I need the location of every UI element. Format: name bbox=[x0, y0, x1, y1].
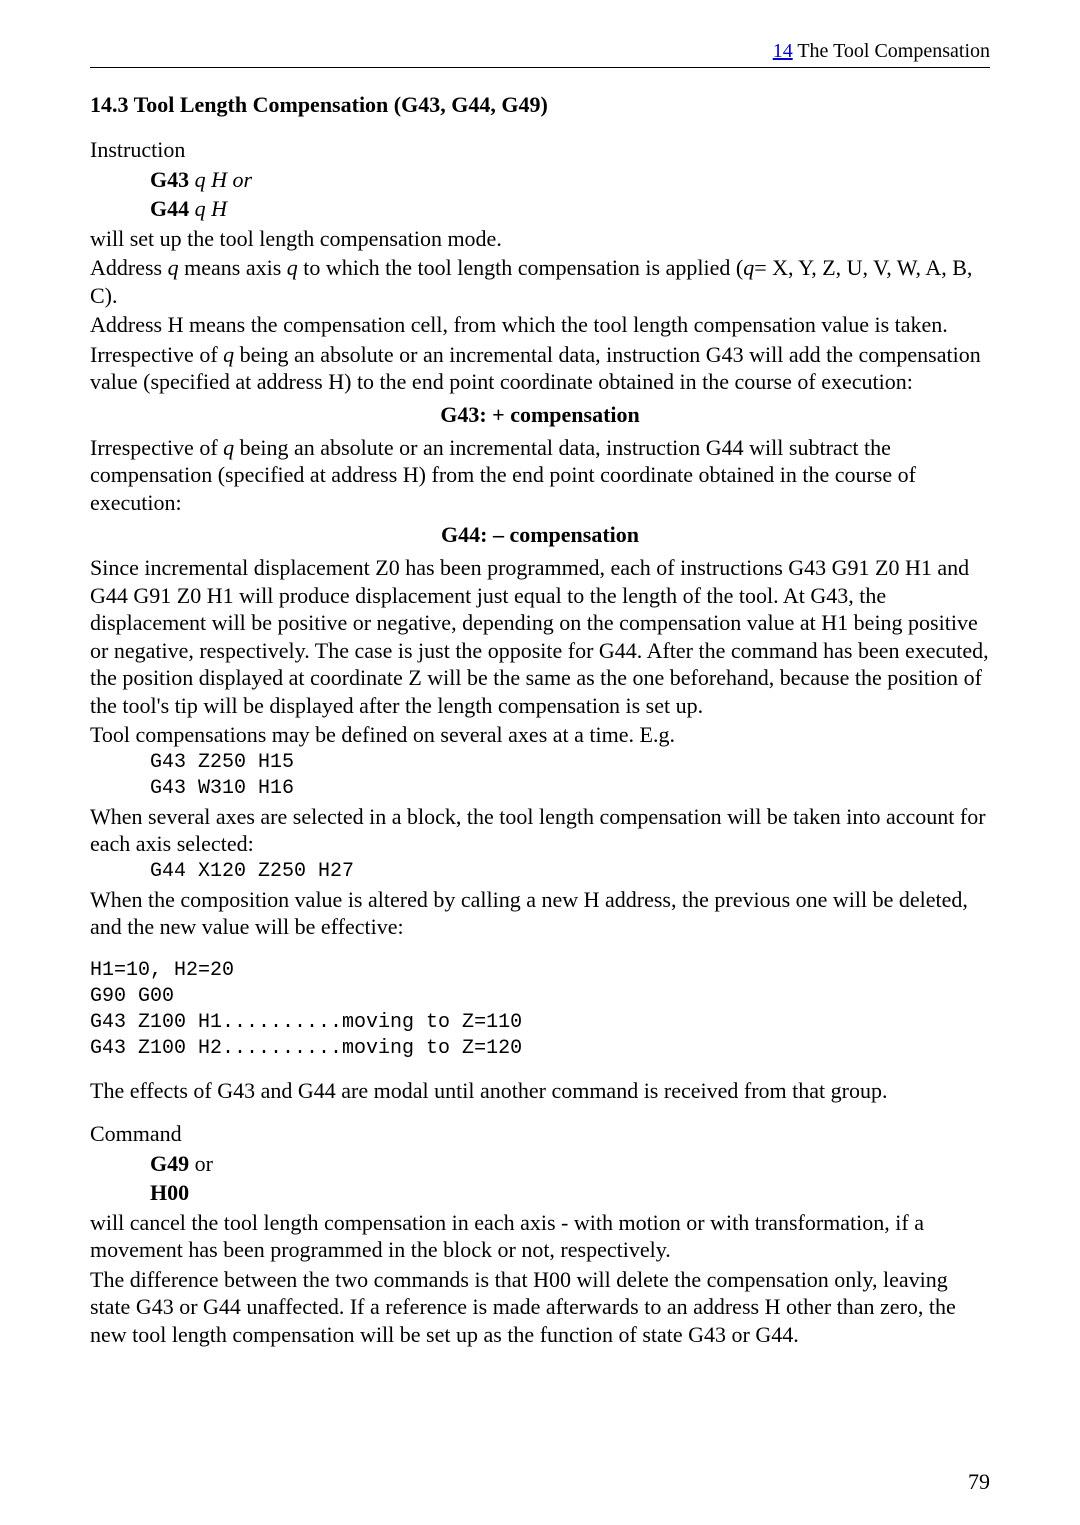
code-block-3-line-2: G90 G00 bbox=[90, 985, 990, 1009]
p11: will cancel the tool length compensation… bbox=[90, 1209, 990, 1264]
g43-syntax: G43 q H or bbox=[150, 166, 990, 194]
code-block-3-line-1: H1=10, H2=20 bbox=[90, 959, 990, 983]
p2: Address q means axis q to which the tool… bbox=[90, 254, 990, 309]
page-number: 79 bbox=[968, 1469, 990, 1495]
label-command: Command bbox=[90, 1120, 990, 1148]
code-block-3-line-3: G43 Z100 H1..........moving to Z=110 bbox=[90, 1011, 990, 1035]
code-block-1-line-1: G43 Z250 H15 bbox=[150, 751, 990, 775]
p8: When several axes are selected in a bloc… bbox=[90, 803, 990, 858]
p4a: Irrespective of bbox=[90, 342, 223, 367]
section-title: 14.3 Tool Length Compensation (G43, G44,… bbox=[90, 92, 990, 118]
p5a: Irrespective of bbox=[90, 435, 223, 460]
p9: When the composition value is altered by… bbox=[90, 886, 990, 941]
h00-cmd: H00 bbox=[150, 1179, 990, 1207]
p7: Tool compensations may be defined on sev… bbox=[90, 721, 990, 749]
p3: Address H means the compensation cell, f… bbox=[90, 311, 990, 339]
label-instruction: Instruction bbox=[90, 136, 990, 164]
code-block-2: G44 X120 Z250 H27 bbox=[150, 860, 990, 884]
page: 14 The Tool Compensation 14.3 Tool Lengt… bbox=[0, 0, 1080, 1525]
p2c: to which the tool length compensation is… bbox=[298, 255, 743, 280]
g44-rest: q H bbox=[189, 196, 227, 221]
p5-q: q bbox=[223, 435, 234, 460]
g49-rest: or bbox=[189, 1151, 213, 1176]
heading-g44-compensation: G44: – compensation bbox=[90, 522, 990, 548]
p2-q2: q bbox=[287, 255, 298, 280]
heading-g43-compensation: G43: + compensation bbox=[90, 402, 990, 428]
chapter-title-text: The Tool Compensation bbox=[797, 40, 990, 62]
g43-rest: q H or bbox=[189, 167, 252, 192]
p2-q1: q bbox=[168, 255, 179, 280]
spacer-2 bbox=[90, 1063, 990, 1077]
p10: The effects of G43 and G44 are modal unt… bbox=[90, 1077, 990, 1105]
g49-syntax: G49 or bbox=[150, 1150, 990, 1178]
g43-cmd: G43 bbox=[150, 167, 189, 192]
page-header: 14 The Tool Compensation bbox=[90, 40, 990, 68]
p4: Irrespective of q being an absolute or a… bbox=[90, 341, 990, 396]
p4-q: q bbox=[223, 342, 234, 367]
p2b: means axis bbox=[179, 255, 287, 280]
p2-q3: q bbox=[743, 255, 754, 280]
code-block-3-line-4: G43 Z100 H2..........moving to Z=120 bbox=[90, 1037, 990, 1061]
spacer-3 bbox=[90, 1106, 990, 1120]
code-block-1-line-2: G43 W310 H16 bbox=[150, 777, 990, 801]
p1: will set up the tool length compensation… bbox=[90, 225, 990, 253]
g49-cmd: G49 bbox=[150, 1151, 189, 1176]
p2a: Address bbox=[90, 255, 168, 280]
chapter-number-link[interactable]: 14 bbox=[773, 40, 793, 62]
p5: Irrespective of q being an absolute or a… bbox=[90, 434, 990, 517]
spacer bbox=[90, 943, 990, 957]
g44-cmd: G44 bbox=[150, 196, 189, 221]
g44-syntax: G44 q H bbox=[150, 195, 990, 223]
p6: Since incremental displacement Z0 has be… bbox=[90, 554, 990, 719]
p12: The difference between the two commands … bbox=[90, 1266, 990, 1349]
